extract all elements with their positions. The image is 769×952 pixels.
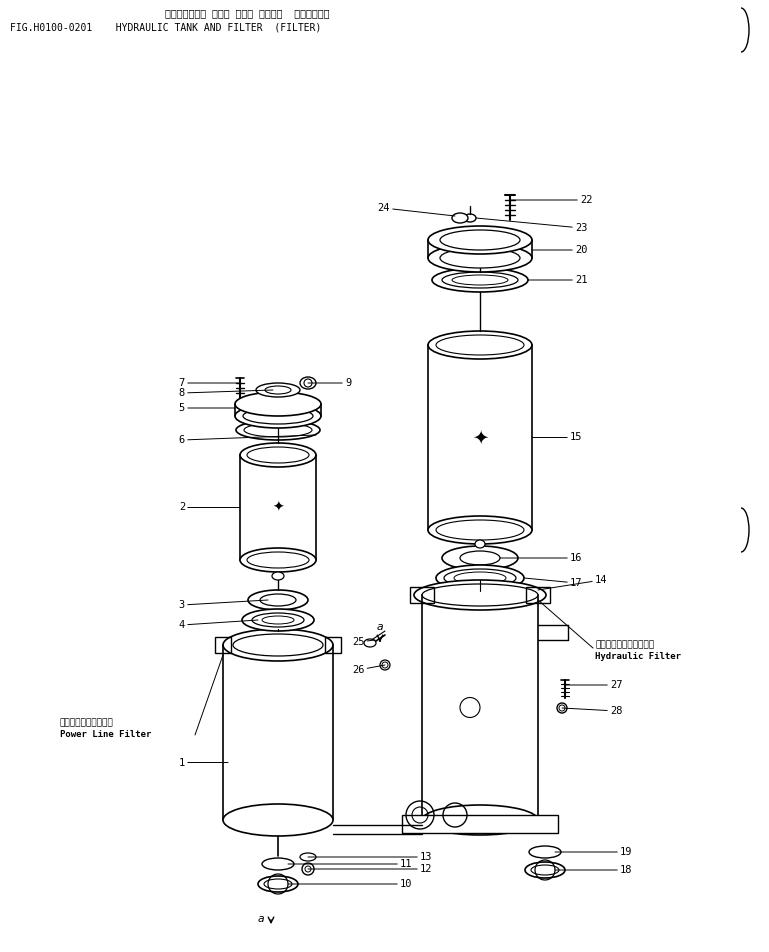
Ellipse shape [428,516,532,544]
Text: 7: 7 [178,378,240,388]
Ellipse shape [460,551,500,565]
Ellipse shape [428,226,532,254]
Text: 4: 4 [178,620,258,630]
Ellipse shape [422,805,538,835]
Ellipse shape [236,420,320,440]
Text: 14: 14 [538,575,608,590]
Ellipse shape [525,862,565,878]
Text: 2: 2 [178,503,240,512]
Ellipse shape [428,244,532,272]
Ellipse shape [475,540,485,548]
Text: a: a [258,914,265,924]
Circle shape [302,863,314,875]
Text: FIG.H0100-0201    HYDRAULIC TANK AND FILTER  (FILTER): FIG.H0100-0201 HYDRAULIC TANK AND FILTER… [10,22,321,32]
Text: 9: 9 [308,378,351,388]
Text: 19: 19 [555,847,632,857]
Ellipse shape [272,572,284,580]
Text: 27: 27 [565,680,622,690]
Ellipse shape [240,443,316,467]
Text: 28: 28 [562,706,622,716]
Ellipse shape [248,590,308,610]
Text: Power Line Filter: Power Line Filter [60,730,151,739]
Ellipse shape [452,213,468,223]
Text: a: a [377,622,384,632]
Ellipse shape [442,546,518,570]
Text: 22: 22 [510,195,592,205]
Ellipse shape [235,392,321,416]
Ellipse shape [428,331,532,359]
Ellipse shape [432,268,528,292]
Text: ハイドロリックフィルタ: ハイドロリックフィルタ [595,640,654,649]
Text: ハイドロリック タンク および フィルタ  （フィルタ）: ハイドロリック タンク および フィルタ （フィルタ） [165,8,329,18]
Bar [325,637,341,653]
Text: 15: 15 [532,432,582,443]
Text: 16: 16 [500,553,582,563]
Bar [526,587,550,603]
Text: 10: 10 [288,879,412,889]
Ellipse shape [235,404,321,428]
Ellipse shape [529,846,561,858]
Ellipse shape [242,609,314,631]
Text: 23: 23 [476,218,588,233]
Text: Hydraulic Filter: Hydraulic Filter [595,652,681,661]
Text: 20: 20 [532,245,588,255]
Ellipse shape [444,569,516,587]
Ellipse shape [464,214,476,222]
Text: パワーラインフィルタ: パワーラインフィルタ [60,718,114,727]
Text: 13: 13 [308,852,432,862]
Text: 24: 24 [378,203,455,216]
Text: ✦: ✦ [272,501,284,514]
Ellipse shape [260,594,296,606]
Text: 11: 11 [288,859,412,869]
Text: 12: 12 [308,864,432,874]
Text: 3: 3 [178,600,268,610]
Ellipse shape [223,629,333,661]
Ellipse shape [240,548,316,572]
Text: 6: 6 [178,435,316,445]
Text: 18: 18 [555,865,632,875]
Ellipse shape [300,853,316,861]
Ellipse shape [223,804,333,836]
Text: 25: 25 [352,637,375,647]
Ellipse shape [256,383,300,397]
Text: 8: 8 [178,388,273,398]
Ellipse shape [414,580,546,610]
Text: 1: 1 [178,758,228,767]
Ellipse shape [262,858,294,870]
Bar [402,815,558,833]
Ellipse shape [436,565,524,591]
Bar [410,587,434,603]
Text: 21: 21 [528,275,588,285]
Ellipse shape [258,876,298,892]
Ellipse shape [364,639,376,647]
Text: 26: 26 [352,665,385,675]
Text: 5: 5 [178,403,235,413]
Text: ✦: ✦ [472,428,488,447]
Circle shape [557,703,567,713]
Text: 17: 17 [524,578,582,588]
Ellipse shape [300,377,316,389]
Bar [215,637,231,653]
Ellipse shape [264,879,292,889]
